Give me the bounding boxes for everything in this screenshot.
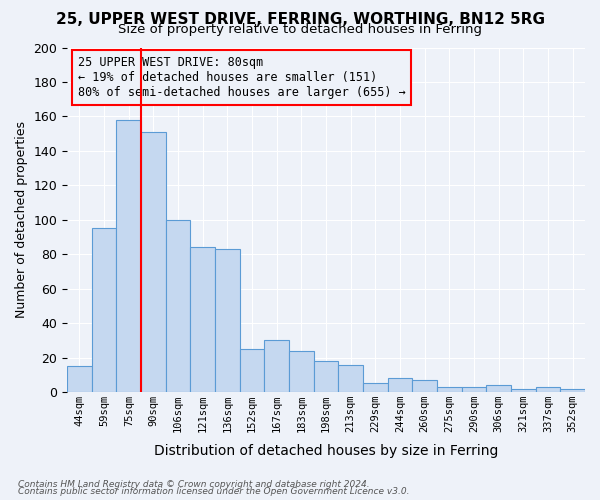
Bar (190, 248, 215, 392)
Bar (388, 378, 412, 392)
Text: Contains public sector information licensed under the Open Government Licence v3: Contains public sector information licen… (18, 487, 409, 496)
Bar (265, 340, 289, 392)
Bar (289, 351, 314, 392)
Text: 25, UPPER WEST DRIVE, FERRING, WORTHING, BN12 5RG: 25, UPPER WEST DRIVE, FERRING, WORTHING,… (56, 12, 545, 28)
Bar (487, 385, 511, 392)
Bar (462, 387, 487, 392)
Bar (560, 388, 585, 392)
X-axis label: Distribution of detached houses by size in Ferring: Distribution of detached houses by size … (154, 444, 498, 458)
Bar (240, 349, 265, 392)
Text: Size of property relative to detached houses in Ferring: Size of property relative to detached ho… (118, 22, 482, 36)
Text: 25 UPPER WEST DRIVE: 80sqm
← 19% of detached houses are smaller (151)
80% of sem: 25 UPPER WEST DRIVE: 80sqm ← 19% of deta… (77, 56, 405, 99)
Bar (92, 228, 116, 392)
Bar (412, 380, 437, 392)
Bar (141, 132, 166, 392)
Bar (437, 387, 462, 392)
Bar (215, 249, 240, 392)
Bar (338, 364, 363, 392)
Bar (67, 366, 92, 392)
Y-axis label: Number of detached properties: Number of detached properties (15, 122, 28, 318)
Text: Contains HM Land Registry data © Crown copyright and database right 2024.: Contains HM Land Registry data © Crown c… (18, 480, 370, 489)
Bar (536, 387, 560, 392)
Bar (166, 220, 190, 392)
Bar (116, 120, 141, 392)
Bar (363, 384, 388, 392)
Bar (511, 388, 536, 392)
Bar (314, 361, 338, 392)
